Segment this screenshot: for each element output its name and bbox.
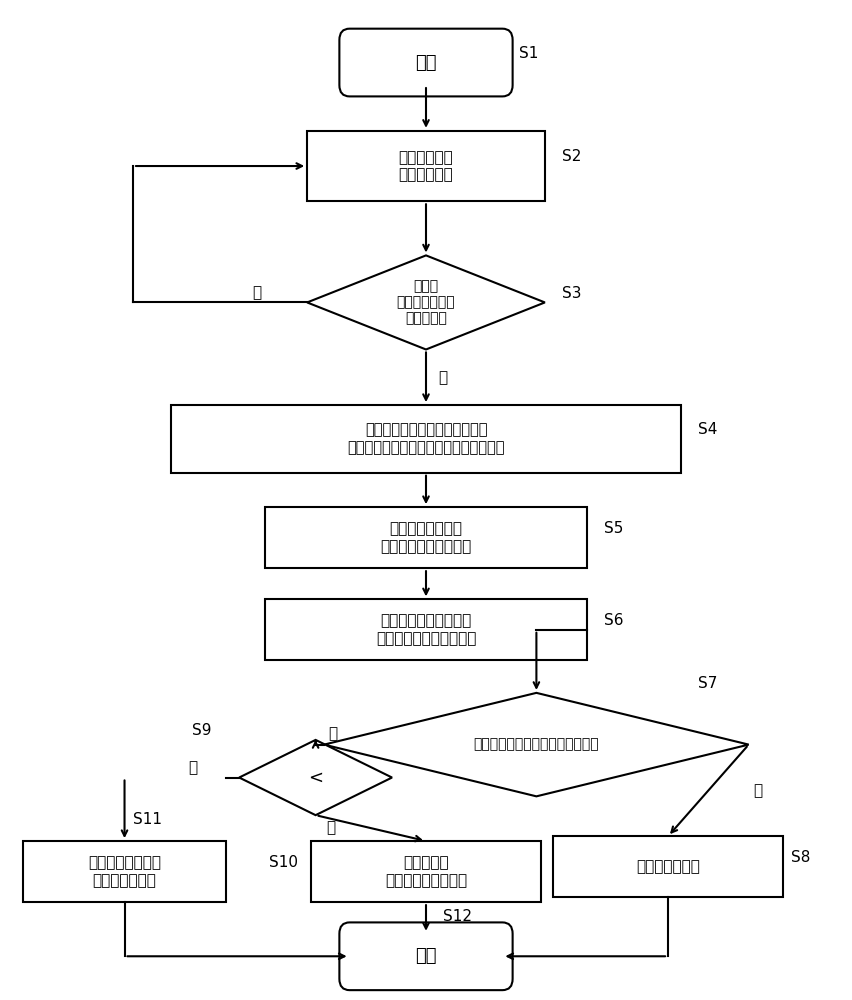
Text: 评估（一个或多个）目标请求、
计划出各停靠楼层登入／登出的乘客数量: 评估（一个或多个）目标请求、 计划出各停靠楼层登入／登出的乘客数量 bbox=[348, 423, 504, 455]
FancyBboxPatch shape bbox=[339, 29, 513, 96]
Text: <: < bbox=[308, 769, 323, 787]
Text: 计划的乘客数量＝确定的乘客数量: 计划的乘客数量＝确定的乘客数量 bbox=[474, 738, 599, 752]
Text: S5: S5 bbox=[604, 521, 624, 536]
Text: 开始: 开始 bbox=[415, 54, 437, 72]
Text: S11: S11 bbox=[133, 812, 162, 827]
Text: 促使门根据所确定
的乘客数量关闭: 促使门根据所确定 的乘客数量关闭 bbox=[88, 855, 161, 888]
Text: 结束: 结束 bbox=[415, 947, 437, 965]
Text: S1: S1 bbox=[520, 46, 538, 61]
Text: S7: S7 bbox=[698, 676, 717, 691]
Bar bbox=[311, 841, 541, 902]
Text: S9: S9 bbox=[193, 723, 212, 738]
Bar bbox=[171, 405, 681, 473]
Bar bbox=[265, 507, 587, 568]
Text: 立即促使门关闭: 立即促使门关闭 bbox=[636, 859, 700, 874]
Bar bbox=[265, 599, 587, 660]
Text: 否: 否 bbox=[188, 761, 198, 776]
Text: 是: 是 bbox=[325, 821, 335, 836]
Bar bbox=[23, 841, 227, 902]
Text: S8: S8 bbox=[792, 850, 810, 865]
Bar bbox=[554, 836, 783, 897]
Text: S2: S2 bbox=[561, 149, 581, 164]
Text: 对在停靠楼层上登入／
登出的乘客数量加以确定: 对在停靠楼层上登入／ 登出的乘客数量加以确定 bbox=[376, 614, 476, 646]
FancyBboxPatch shape bbox=[339, 922, 513, 990]
Polygon shape bbox=[239, 740, 392, 815]
Text: 否: 否 bbox=[252, 286, 261, 301]
Text: 接收到
（一个或多个）
目标请求？: 接收到 （一个或多个） 目标请求？ bbox=[397, 279, 455, 326]
Text: S6: S6 bbox=[604, 613, 624, 628]
Text: S12: S12 bbox=[443, 909, 472, 924]
Text: S3: S3 bbox=[561, 286, 581, 301]
Text: 促使门根据
门开启保持时间关闭: 促使门根据 门开启保持时间关闭 bbox=[385, 855, 467, 888]
Bar bbox=[307, 131, 545, 201]
Text: S10: S10 bbox=[269, 855, 298, 870]
Polygon shape bbox=[324, 693, 749, 796]
Text: 是: 是 bbox=[753, 783, 762, 798]
Text: S4: S4 bbox=[698, 422, 717, 437]
Text: 针对各停靠楼层，
确定出门开启保持时间: 针对各停靠楼层， 确定出门开启保持时间 bbox=[380, 521, 472, 554]
Polygon shape bbox=[307, 255, 545, 349]
Text: 否: 否 bbox=[328, 726, 337, 741]
Text: 等待至少一个
目标请求输入: 等待至少一个 目标请求输入 bbox=[399, 150, 453, 182]
Text: 是: 是 bbox=[439, 370, 448, 385]
